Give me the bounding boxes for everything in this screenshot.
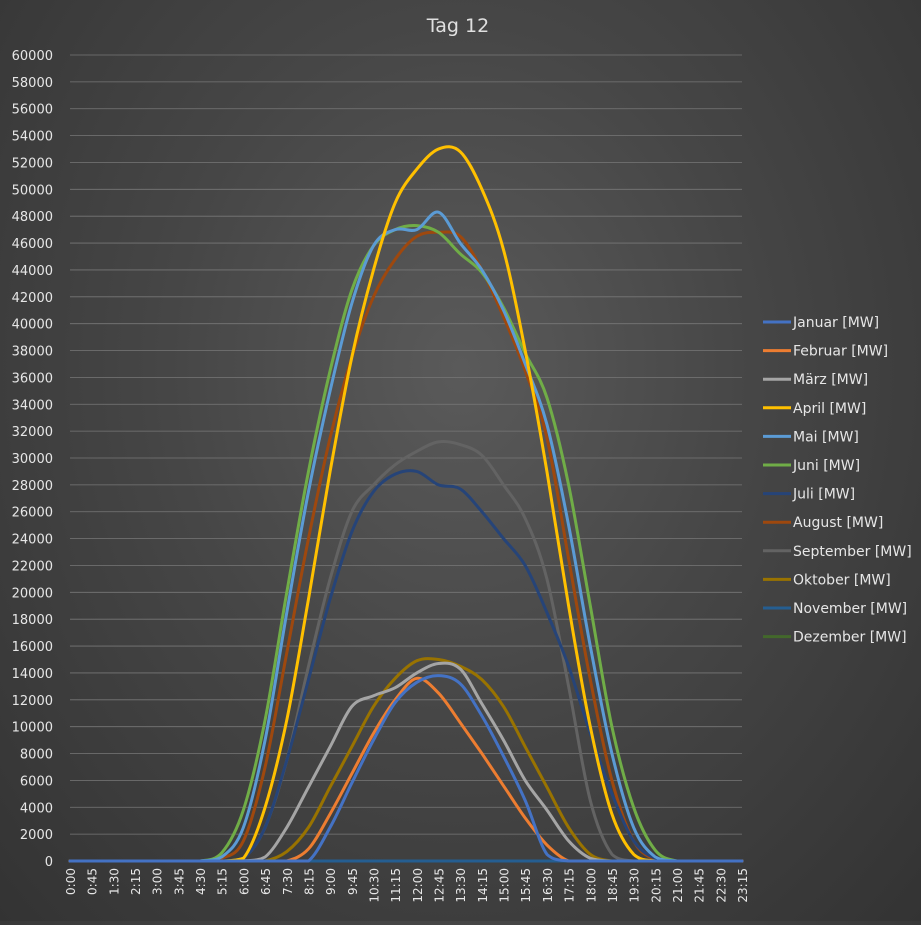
legend-label: Mai [MW] <box>793 429 859 445</box>
y-tick-label: 16000 <box>12 640 53 655</box>
series-line <box>68 469 744 863</box>
y-tick-label: 4000 <box>20 801 53 816</box>
x-tick-label: 3:00 <box>151 868 165 895</box>
y-tick-label: 12000 <box>12 694 53 709</box>
y-tick-label: 2000 <box>20 828 53 843</box>
x-tick-label: 18:45 <box>606 868 620 903</box>
y-tick-label: 0 <box>45 855 53 870</box>
y-tick-label: 54000 <box>12 130 53 145</box>
y-tick-label: 8000 <box>20 748 53 763</box>
y-tick-label: 44000 <box>12 264 53 279</box>
y-tick-label: 56000 <box>12 103 53 118</box>
legend: Januar [MW] Februar [MW] März [MW] April [M… <box>763 315 912 646</box>
series-line <box>68 440 744 863</box>
chart-title: Tag 12 <box>426 15 489 37</box>
x-axis-ticks: 0:00 0:45 1:30 2:15 3:00 3:45 4:30 5:15 6:00 6:45… <box>64 868 750 903</box>
legend-label: Februar [MW] <box>793 344 888 360</box>
x-tick-label: 9:45 <box>346 868 360 895</box>
y-tick-label: 22000 <box>12 559 53 574</box>
x-tick-label: 19:30 <box>628 868 642 903</box>
y-tick-label: 46000 <box>12 237 53 252</box>
x-tick-label: 23:15 <box>736 868 750 903</box>
y-tick-label: 18000 <box>12 613 53 628</box>
y-tick-label: 38000 <box>12 345 53 360</box>
y-tick-label: 26000 <box>12 506 53 521</box>
legend-label: November [MW] <box>793 601 907 617</box>
y-tick-label: 50000 <box>12 183 53 198</box>
x-tick-label: 7:30 <box>281 868 295 895</box>
y-tick-label: 48000 <box>12 210 53 225</box>
x-tick-label: 15:00 <box>498 868 512 903</box>
x-tick-label: 0:45 <box>86 868 100 895</box>
y-tick-label: 58000 <box>12 76 53 91</box>
x-tick-label: 6:45 <box>259 868 273 895</box>
series-lines <box>68 145 744 863</box>
legend-label: Dezember [MW] <box>793 630 907 646</box>
x-tick-label: 10:30 <box>367 868 381 903</box>
y-tick-label: 42000 <box>12 291 53 306</box>
x-tick-label: 16:30 <box>541 868 555 903</box>
x-tick-label: 12:45 <box>433 868 447 903</box>
series-line <box>68 674 744 863</box>
y-tick-label: 24000 <box>12 533 53 548</box>
x-tick-label: 0:00 <box>64 868 78 895</box>
x-tick-label: 15:45 <box>519 868 533 903</box>
x-tick-label: 8:15 <box>302 868 316 895</box>
grid-lines <box>70 54 742 862</box>
x-tick-label: 21:00 <box>671 868 685 903</box>
y-tick-label: 32000 <box>12 425 53 440</box>
y-tick-label: 52000 <box>12 156 53 171</box>
x-tick-label: 5:15 <box>216 868 230 895</box>
x-tick-label: 2:15 <box>129 868 143 895</box>
x-tick-label: 4:30 <box>194 868 208 895</box>
series-line <box>68 230 744 863</box>
x-tick-label: 22:30 <box>714 868 728 903</box>
y-tick-label: 40000 <box>12 318 53 333</box>
legend-label: März [MW] <box>793 372 868 388</box>
legend-label: Oktober [MW] <box>793 572 891 588</box>
legend-label: April [MW] <box>793 401 866 417</box>
x-tick-label: 1:30 <box>107 868 121 895</box>
y-tick-label: 60000 <box>12 49 53 64</box>
y-tick-label: 10000 <box>12 721 53 736</box>
y-tick-label: 28000 <box>12 479 53 494</box>
legend-label: Juni [MW] <box>792 458 860 474</box>
x-tick-label: 9:00 <box>324 868 338 895</box>
legend-label: Juli [MW] <box>792 487 855 503</box>
x-tick-label: 18:00 <box>584 868 598 903</box>
legend-label: September [MW] <box>793 544 912 560</box>
x-tick-label: 20:15 <box>649 868 663 903</box>
x-tick-label: 3:45 <box>172 868 186 895</box>
y-tick-label: 20000 <box>12 586 53 601</box>
x-tick-label: 11:15 <box>389 868 403 903</box>
legend-label: August [MW] <box>793 515 883 531</box>
series-line <box>68 676 744 863</box>
y-tick-label: 14000 <box>12 667 53 682</box>
y-axis-ticks: 0 2000 4000 6000 8000 10000 12000 14000 16000 180… <box>12 49 53 870</box>
y-tick-label: 6000 <box>20 774 53 789</box>
series-line <box>68 224 744 863</box>
x-tick-label: 21:45 <box>693 868 707 903</box>
x-tick-label: 6:00 <box>237 868 251 895</box>
legend-label: Januar [MW] <box>792 315 879 331</box>
x-tick-label: 13:30 <box>454 868 468 903</box>
x-tick-label: 12:00 <box>411 868 425 903</box>
y-tick-label: 34000 <box>12 398 53 413</box>
x-tick-label: 17:15 <box>563 868 577 903</box>
x-tick-label: 14:15 <box>476 868 490 903</box>
y-tick-label: 30000 <box>12 452 53 467</box>
series-line <box>68 210 744 863</box>
series-line <box>68 661 744 863</box>
y-tick-label: 36000 <box>12 371 53 386</box>
